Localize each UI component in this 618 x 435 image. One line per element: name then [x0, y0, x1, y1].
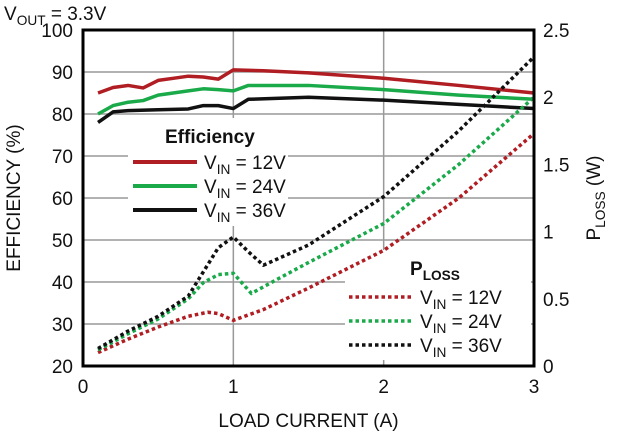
legend-label-efficiency-rest: = 24V: [230, 177, 286, 198]
x-tick-label: 2: [378, 377, 389, 398]
legend-label-ploss-sub: IN: [433, 297, 447, 312]
y-tick-label: 70: [52, 147, 73, 168]
legend-label-efficiency: VIN = 36V: [204, 201, 286, 225]
legend-label-efficiency-main: V: [204, 177, 217, 198]
y2-tick-label: 1.5: [543, 155, 569, 176]
y-axis-label: EFFICIENCY (%): [4, 124, 25, 271]
x-tick-label: 0: [78, 377, 89, 398]
legend-label-ploss-rest: = 12V: [446, 288, 502, 309]
y-tick-label: 40: [52, 273, 73, 294]
x-tick-label: 3: [529, 377, 540, 398]
ploss-line-5: [97, 55, 536, 351]
y-tick-label: 100: [41, 21, 73, 42]
legend-label-efficiency: VIN = 12V: [204, 153, 286, 177]
legend-label-efficiency-sub: IN: [217, 186, 231, 201]
legend-label-ploss-main: V: [420, 336, 433, 357]
y-tick-label: 30: [52, 315, 73, 336]
legend-label-ploss-rest: = 24V: [446, 312, 502, 333]
x-axis-label: LOAD CURRENT (A): [218, 411, 398, 432]
ploss-line-3: [97, 132, 536, 355]
legend-label-ploss: VIN = 36V: [420, 336, 502, 360]
efficiency-line-2: [97, 95, 535, 124]
legend-label-efficiency-rest: = 12V: [230, 153, 286, 174]
y2-axis-label-sub: LOSS: [593, 191, 608, 227]
legend-label-efficiency-sub: IN: [217, 210, 231, 225]
legend-label-efficiency-rest: = 36V: [230, 201, 286, 222]
y2-tick-label: 0: [543, 357, 554, 378]
legend-label-ploss-sub: IN: [433, 321, 447, 336]
legend-label-efficiency-main: V: [204, 201, 217, 222]
legend-label-ploss: VIN = 24V: [420, 312, 502, 336]
chart-title-rest: = 3.3V: [46, 4, 107, 25]
ploss-legend-title-main: P: [410, 259, 423, 280]
y-tick-label: 20: [52, 357, 73, 378]
y2-tick-label: 0.5: [543, 290, 569, 311]
ploss-legend-box: [345, 250, 531, 360]
efficiency-legend-title: Efficiency: [165, 127, 255, 148]
chart-title-main: V: [4, 4, 17, 25]
efficiency-line-1: [97, 83, 535, 116]
chart-title-sub: OUT: [17, 13, 47, 28]
plot-frame: [81, 28, 536, 368]
x-tick-label: 1: [228, 377, 239, 398]
y-tick-label: 50: [52, 231, 73, 252]
y2-tick-label: 2: [543, 88, 554, 109]
legend-label-ploss-main: V: [420, 288, 433, 309]
y2-axis-label-main: P: [584, 228, 605, 241]
legend-label-efficiency: VIN = 24V: [204, 177, 286, 201]
y-tick-label: 90: [52, 63, 73, 84]
y-tick-label: 80: [52, 105, 73, 126]
y2-tick-label: 2.5: [543, 21, 569, 42]
legend-label-ploss-main: V: [420, 312, 433, 333]
y2-axis-label: PLOSS (W): [584, 155, 608, 240]
chart-title: VOUT = 3.3V: [4, 4, 107, 28]
ploss-legend-title-sub: LOSS: [423, 268, 460, 283]
legend-label-efficiency-sub: IN: [217, 162, 231, 177]
ploss-line-4: [97, 95, 536, 352]
y2-axis-label-rest: (W): [584, 155, 605, 191]
legend-label-efficiency-main: V: [204, 153, 217, 174]
legend-label-ploss-rest: = 36V: [446, 336, 502, 357]
y-tick-label: 60: [52, 189, 73, 210]
ploss-legend-title: PLOSS: [410, 259, 460, 283]
legend-label-ploss: VIN = 12V: [420, 288, 502, 312]
legend-label-ploss-sub: IN: [433, 345, 447, 360]
y2-tick-label: 1: [543, 223, 554, 244]
efficiency-line-0: [97, 68, 535, 95]
